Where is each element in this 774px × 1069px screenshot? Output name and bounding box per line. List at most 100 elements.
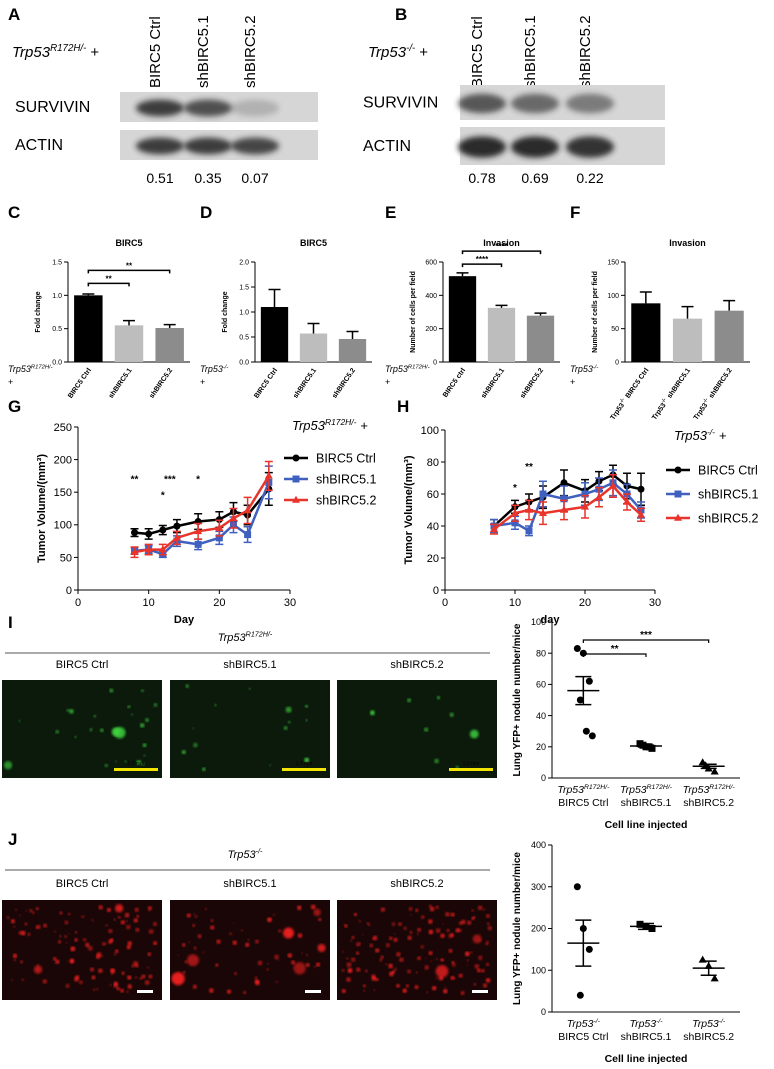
category: shBIRC5.1	[480, 367, 506, 400]
marker	[539, 490, 547, 498]
y-tick-label: 0	[541, 773, 546, 783]
lane-label: BIRC5 Ctrl	[469, 16, 486, 88]
genotype: Trp53R172H/-	[683, 784, 736, 796]
nodule	[317, 943, 326, 953]
nodule	[305, 704, 308, 708]
nodule	[135, 927, 140, 932]
nodule	[24, 922, 28, 926]
nodule	[318, 917, 322, 922]
nodule	[272, 913, 275, 917]
nodule	[434, 758, 439, 764]
y-tick-label: 50	[60, 552, 72, 564]
y-tick-label: 0.5	[239, 334, 249, 341]
nodule	[373, 989, 376, 992]
nodule	[440, 933, 445, 939]
nodule	[301, 952, 303, 955]
x-tick-label: 0	[75, 597, 81, 609]
bar	[114, 325, 144, 362]
nodule	[3, 761, 13, 770]
nodule	[424, 727, 429, 732]
suffix: +	[419, 44, 428, 61]
marker	[710, 974, 719, 982]
allele: -/-	[223, 364, 229, 370]
nodule	[344, 924, 348, 928]
gene: Trp53	[567, 1018, 594, 1030]
significance-bracket	[582, 653, 647, 657]
nodule	[194, 914, 198, 918]
error-bar	[495, 304, 508, 308]
nodule	[99, 954, 103, 958]
nodule	[482, 908, 485, 911]
row-label: ACTIN	[363, 138, 411, 155]
marker	[585, 677, 593, 685]
nodule	[134, 907, 139, 912]
blot-band	[511, 136, 559, 158]
nodule	[342, 951, 344, 953]
nodule	[102, 942, 106, 946]
micrograph	[337, 680, 497, 778]
nodule	[274, 954, 279, 960]
category: shBIRC5.2	[148, 367, 174, 400]
gene: Trp53	[674, 428, 708, 443]
panel-label: A	[8, 5, 20, 24]
nodule	[114, 904, 124, 913]
nodule	[15, 908, 18, 911]
nodule	[113, 918, 116, 921]
nodule	[145, 718, 149, 723]
blot-band	[458, 136, 506, 158]
nodule	[358, 919, 362, 923]
nodule	[247, 939, 250, 942]
micrograph	[2, 680, 162, 778]
legend-label: shBIRC5.2	[698, 512, 758, 526]
y-tick-label: 1.0	[52, 293, 62, 300]
nodule	[370, 710, 375, 716]
nodule	[405, 984, 409, 988]
nodule	[460, 991, 465, 995]
nodule	[368, 924, 371, 927]
category: shBIRC5.1	[108, 367, 134, 400]
genotype: Trp53R172H/-	[218, 631, 273, 644]
nodule	[478, 955, 483, 961]
nodule	[125, 920, 128, 922]
nodule	[341, 969, 345, 972]
micrograph	[337, 900, 497, 1000]
category: BIRC5 Ctrl	[625, 367, 651, 400]
nodule	[144, 980, 150, 985]
x-tick-label: 30	[284, 597, 296, 609]
gene: Trp53	[609, 402, 626, 421]
error-bar	[307, 322, 320, 334]
nodule	[185, 684, 190, 688]
marker	[172, 533, 181, 541]
nodule	[177, 954, 179, 957]
nodule	[188, 941, 191, 944]
annotation: *	[513, 483, 517, 494]
nodule	[12, 953, 18, 958]
error-bar	[163, 323, 176, 328]
bar	[714, 310, 744, 362]
nodule	[287, 953, 293, 958]
nodule	[148, 910, 151, 912]
nodule	[448, 948, 453, 953]
gene: Trp53	[693, 402, 710, 421]
category: BIRC5 Ctrl	[253, 367, 279, 400]
genotype-suffix: +	[200, 377, 205, 387]
bar	[672, 318, 703, 362]
nodule	[477, 905, 483, 911]
category: shBIRC5.1	[666, 367, 692, 400]
nodule	[124, 760, 127, 763]
y-tick-label: 20	[536, 742, 546, 752]
x-tick-label: shBIRC5.1	[621, 797, 672, 809]
sem-bar	[575, 675, 592, 706]
marker	[559, 505, 569, 513]
blot-band	[231, 99, 279, 117]
sem-bar	[700, 960, 717, 977]
y-tick-label: 60	[427, 489, 439, 501]
nodule	[147, 906, 152, 911]
nodule	[402, 988, 407, 993]
nodule	[202, 767, 206, 772]
genotype: Trp53-/-	[567, 1018, 601, 1030]
nodule	[435, 928, 441, 934]
gene: Trp53	[620, 784, 647, 796]
nodule	[110, 968, 114, 973]
nodule	[215, 963, 219, 966]
